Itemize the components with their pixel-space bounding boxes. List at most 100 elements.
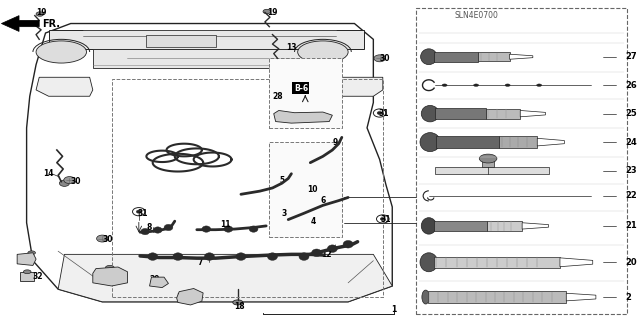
FancyBboxPatch shape (416, 8, 627, 315)
Ellipse shape (173, 253, 183, 260)
Ellipse shape (28, 251, 35, 255)
Polygon shape (332, 77, 383, 96)
FancyBboxPatch shape (435, 167, 548, 174)
Ellipse shape (36, 41, 86, 63)
FancyBboxPatch shape (274, 215, 299, 233)
Polygon shape (509, 54, 533, 59)
Ellipse shape (422, 290, 429, 304)
Polygon shape (274, 110, 332, 123)
Text: 17: 17 (176, 293, 186, 301)
FancyBboxPatch shape (49, 30, 364, 49)
Text: 14: 14 (44, 169, 54, 178)
Ellipse shape (224, 226, 233, 232)
Text: 21: 21 (625, 221, 637, 230)
Text: 30: 30 (70, 177, 81, 186)
Text: 31: 31 (379, 109, 389, 118)
Text: 28: 28 (272, 92, 283, 101)
Text: 11: 11 (220, 220, 230, 229)
Text: 23: 23 (625, 166, 637, 175)
Text: FR.: FR. (42, 19, 60, 28)
Ellipse shape (60, 180, 70, 186)
FancyBboxPatch shape (304, 218, 328, 234)
Text: 13: 13 (286, 43, 296, 52)
Ellipse shape (268, 253, 278, 260)
Ellipse shape (327, 245, 337, 252)
FancyBboxPatch shape (293, 197, 300, 199)
FancyBboxPatch shape (478, 52, 509, 62)
Ellipse shape (64, 177, 75, 183)
FancyBboxPatch shape (434, 256, 560, 268)
Ellipse shape (307, 207, 316, 213)
Text: 18: 18 (234, 302, 245, 311)
Text: 30: 30 (102, 235, 113, 244)
Ellipse shape (374, 55, 385, 62)
FancyBboxPatch shape (276, 219, 282, 222)
FancyBboxPatch shape (306, 230, 312, 232)
FancyBboxPatch shape (306, 226, 312, 228)
Polygon shape (17, 253, 36, 265)
Text: 24: 24 (625, 137, 637, 147)
Text: 20: 20 (625, 258, 637, 267)
Polygon shape (36, 77, 93, 96)
Polygon shape (520, 110, 545, 117)
Ellipse shape (132, 208, 145, 216)
Text: 27: 27 (625, 52, 637, 61)
Ellipse shape (474, 84, 479, 86)
FancyBboxPatch shape (316, 226, 322, 228)
Ellipse shape (505, 84, 510, 86)
Polygon shape (1, 16, 39, 32)
Ellipse shape (24, 270, 31, 274)
FancyBboxPatch shape (316, 230, 322, 232)
FancyBboxPatch shape (147, 34, 216, 47)
Text: 12: 12 (321, 250, 332, 259)
Text: 19: 19 (36, 8, 46, 17)
Polygon shape (522, 223, 548, 229)
FancyBboxPatch shape (286, 229, 292, 231)
FancyBboxPatch shape (488, 220, 522, 231)
Text: 29: 29 (149, 275, 160, 284)
Ellipse shape (421, 105, 439, 122)
Ellipse shape (164, 224, 173, 231)
Ellipse shape (136, 210, 141, 213)
FancyBboxPatch shape (305, 201, 311, 203)
Ellipse shape (148, 253, 157, 260)
Text: 25: 25 (625, 109, 637, 118)
Text: 5: 5 (280, 175, 285, 185)
Text: 26: 26 (625, 81, 637, 90)
Ellipse shape (380, 217, 385, 220)
Ellipse shape (290, 214, 299, 220)
Ellipse shape (299, 253, 309, 260)
FancyBboxPatch shape (436, 136, 499, 148)
Text: 31: 31 (381, 215, 391, 224)
Ellipse shape (420, 49, 437, 65)
Text: 32: 32 (33, 272, 44, 281)
FancyBboxPatch shape (20, 272, 34, 281)
Ellipse shape (272, 94, 283, 101)
Text: 10: 10 (307, 185, 317, 194)
Text: 1: 1 (391, 305, 396, 314)
Ellipse shape (141, 228, 150, 235)
Text: SLN4E0700: SLN4E0700 (454, 11, 498, 20)
Ellipse shape (343, 241, 353, 248)
Text: 7: 7 (197, 258, 203, 267)
Polygon shape (27, 24, 392, 302)
FancyBboxPatch shape (291, 189, 318, 204)
Text: B-6: B-6 (294, 84, 308, 93)
FancyBboxPatch shape (269, 142, 342, 237)
FancyBboxPatch shape (483, 160, 493, 167)
Text: 8: 8 (147, 223, 152, 232)
FancyBboxPatch shape (305, 192, 311, 194)
FancyBboxPatch shape (305, 197, 311, 199)
Ellipse shape (326, 200, 335, 206)
Ellipse shape (233, 300, 243, 305)
FancyBboxPatch shape (269, 58, 342, 128)
FancyBboxPatch shape (428, 291, 566, 303)
Ellipse shape (373, 109, 386, 117)
Ellipse shape (442, 84, 447, 86)
Text: 30: 30 (380, 54, 390, 63)
Polygon shape (177, 288, 203, 305)
Text: 22: 22 (625, 191, 637, 200)
Text: 9: 9 (333, 137, 338, 147)
Polygon shape (537, 138, 564, 146)
FancyBboxPatch shape (286, 224, 292, 226)
